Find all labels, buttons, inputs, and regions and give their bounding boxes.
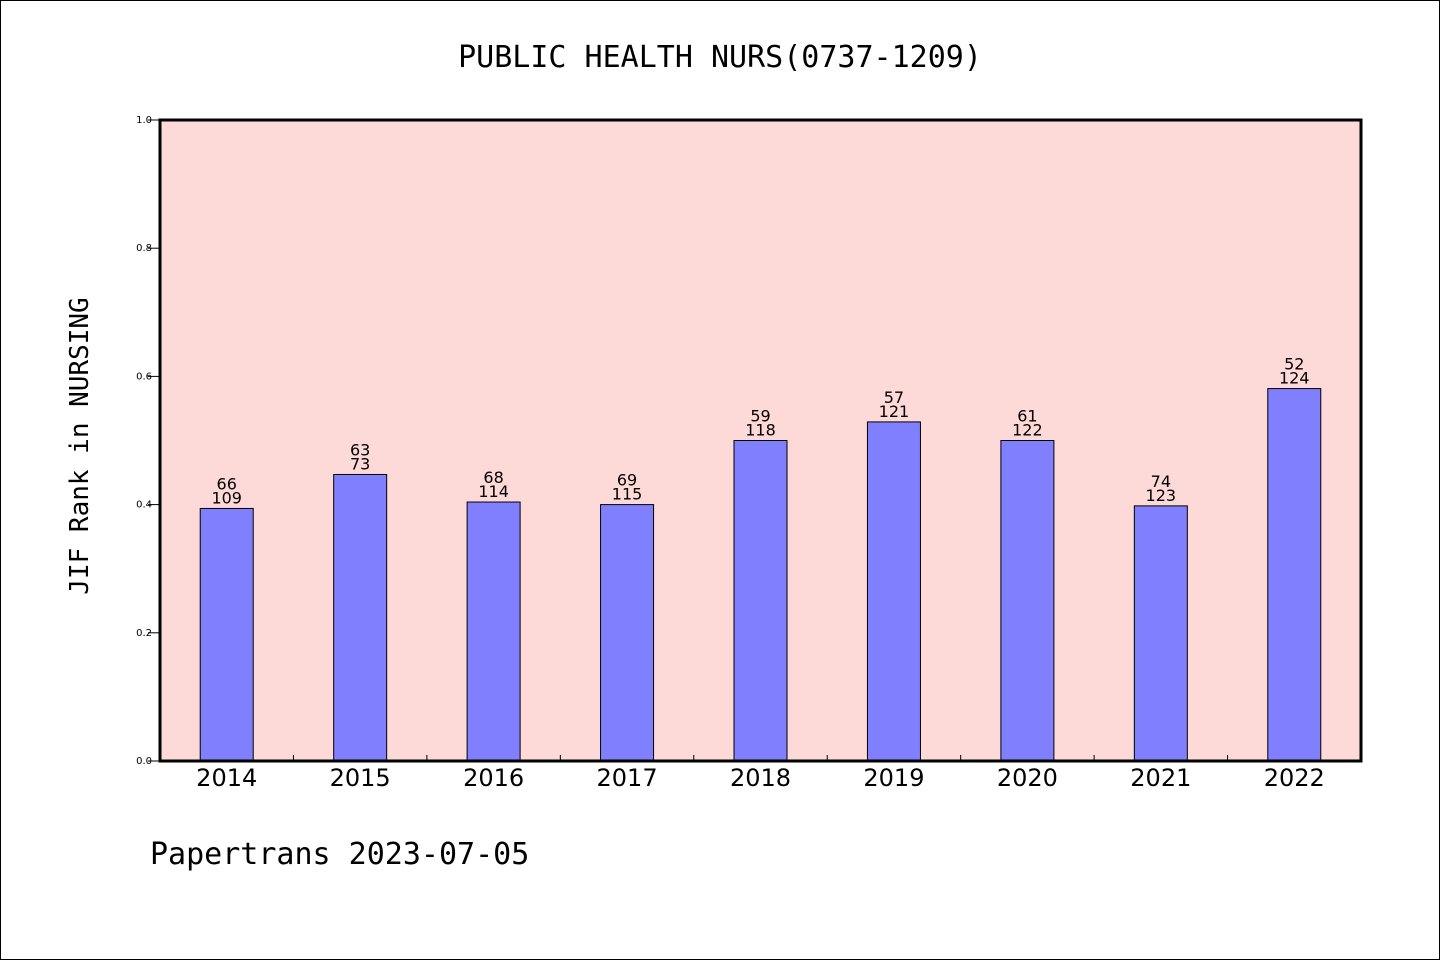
x-tick-label: 2018 [730, 764, 791, 792]
bar-total-label: 124 [1279, 369, 1310, 388]
bar-total-label: 109 [211, 488, 242, 507]
bar-2017 [600, 504, 655, 762]
bar-rank-label: 57 [884, 388, 904, 407]
bar-2022 [1267, 388, 1322, 762]
bar-total-label: 121 [879, 402, 910, 421]
plot-border [158, 118, 1363, 763]
x-tick-label: 2014 [196, 764, 257, 792]
bar-total-label: 73 [350, 454, 370, 473]
bar-2019 [866, 421, 921, 762]
y-axis-ticks: 0.0 0.2 0.4 0.6 0.8 1.0 [136, 115, 160, 767]
y-tick-label: 0.8 [136, 243, 152, 254]
x-tick-label: 2022 [1264, 764, 1325, 792]
bar-2020 [1000, 440, 1055, 762]
bar-rank-label: 68 [483, 468, 503, 487]
x-tick-label: 2017 [597, 764, 658, 792]
bar-rank-label: 74 [1151, 472, 1171, 491]
bar-2021 [1133, 505, 1188, 762]
y-tick-label: 1.0 [136, 115, 152, 126]
bar-rank-label: 69 [617, 471, 637, 490]
bar-total-label: 114 [478, 482, 509, 501]
y-tick-label: 0.0 [136, 756, 152, 767]
y-axis-label: JIF Rank in NURSING [65, 297, 95, 594]
x-tick-label: 2019 [863, 764, 924, 792]
x-tick-label: 2021 [1130, 764, 1191, 792]
x-tick-label: 2020 [997, 764, 1058, 792]
x-tick-label: 2016 [463, 764, 524, 792]
bar-rank-label: 61 [1017, 407, 1037, 426]
chart-title: PUBLIC HEALTH NURS(0737-1209) [458, 40, 982, 75]
bar-rank-label: 59 [750, 407, 770, 426]
bar-rank-label: 63 [350, 440, 370, 459]
bar-2018 [733, 440, 788, 762]
y-tick-label: 0.4 [136, 500, 152, 511]
bar-rank-label: 66 [217, 474, 237, 493]
bar-total-label: 122 [1012, 421, 1043, 440]
watermark-text: Papertrans 2023-07-05 [150, 837, 529, 872]
bar-2015 [333, 473, 388, 762]
bar-total-label: 115 [612, 485, 643, 504]
y-tick-label: 0.2 [136, 628, 152, 639]
x-tick-label: 2015 [330, 764, 391, 792]
bar-rank-label: 52 [1284, 355, 1304, 374]
x-axis-ticks: 2014 2015 2016 2017 2018 2019 2020 2021 2022 [196, 755, 1325, 792]
bars [199, 388, 1322, 762]
bar-total-label: 118 [745, 421, 776, 440]
bar-2016 [466, 501, 521, 762]
bar-2014 [199, 507, 254, 762]
bar-total-label: 123 [1146, 486, 1177, 505]
y-tick-label: 0.6 [136, 371, 152, 382]
